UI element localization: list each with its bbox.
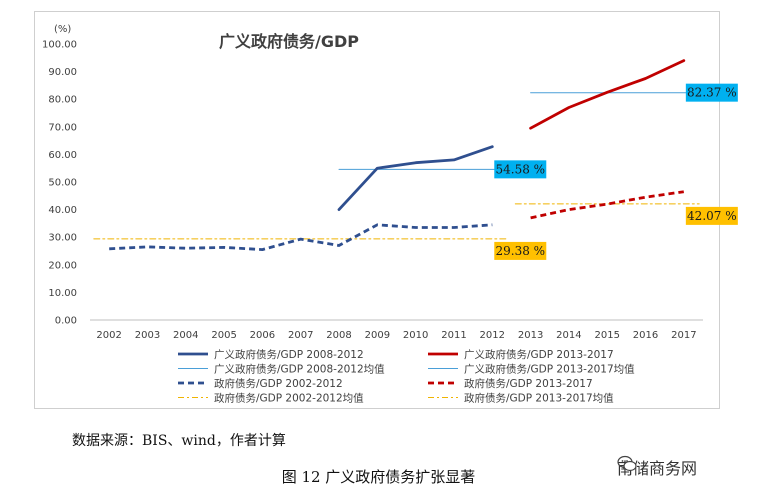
y-tick-label: 60.00: [48, 150, 77, 161]
x-tick-label: 2015: [594, 330, 619, 341]
y-axis-unit-label: (%): [54, 24, 71, 35]
annotation-box: [494, 160, 547, 179]
x-tick-label: 2002: [96, 330, 121, 341]
annotation-box: [685, 206, 738, 225]
x-tick-label: 2013: [518, 330, 543, 341]
x-tick-label: 2005: [211, 330, 236, 341]
watermark-text: 南储商务网: [617, 459, 698, 478]
legend-label: 政府债务/GDP 2002-2012均值: [214, 392, 364, 405]
x-tick-label: 2012: [480, 330, 505, 341]
x-tick-label: 2009: [365, 330, 390, 341]
x-tick-label: 2010: [403, 330, 428, 341]
legend-label: 广义政府债务/GDP 2013-2017均值: [464, 363, 635, 376]
x-tick-label: 2003: [135, 330, 160, 341]
annotation-label: 42.07 %: [687, 209, 737, 223]
annotation-label: 29.38 %: [495, 244, 545, 258]
y-tick-label: 10.00: [48, 288, 77, 299]
series-line: [109, 223, 493, 252]
watermark: 南储商务网: [617, 455, 697, 479]
x-tick-label: 2011: [441, 330, 466, 341]
legend-label: 广义政府债务/GDP 2008-2012均值: [214, 363, 385, 376]
figure-caption: 图 12 广义政府债务扩张显著: [281, 468, 476, 486]
annotation-box: [685, 83, 738, 102]
x-tick-label: 2014: [556, 330, 581, 341]
y-tick-label: 70.00: [48, 122, 77, 133]
annotation-label: 82.37 %: [687, 86, 737, 100]
chart-title: 广义政府债务/GDP: [219, 32, 359, 51]
y-tick-label: 0.00: [55, 316, 77, 327]
annotation-box: [494, 241, 547, 260]
x-tick-label: 2016: [633, 330, 658, 341]
y-tick-label: 50.00: [48, 178, 77, 189]
legend-label: 政府债务/GDP 2013-2017: [464, 377, 593, 390]
chart-frame: [34, 11, 720, 409]
annotation-label: 54.58 %: [495, 162, 545, 176]
x-tick-label: 2017: [671, 330, 696, 341]
legend-label: 政府债务/GDP 2013-2017均值: [464, 392, 614, 405]
series-line: [530, 190, 684, 220]
y-tick-label: 100.00: [42, 40, 77, 51]
chart: 广义政府债务/GDP (%) 0.00 10.00 20.00 30.00 40.00 50.…: [42, 24, 738, 405]
x-tick-label: 2008: [326, 330, 351, 341]
y-tick-label: 30.00: [48, 233, 77, 244]
y-tick-label: 80.00: [48, 95, 77, 106]
legend-label: 政府债务/GDP 2002-2012: [214, 377, 343, 390]
y-tick-label: 90.00: [48, 67, 77, 78]
x-tick-label: 2007: [288, 330, 313, 341]
legend-label: 广义政府债务/GDP 2008-2012: [214, 348, 364, 361]
y-tick-label: 40.00: [48, 205, 77, 216]
x-tick-label: 2004: [173, 330, 198, 341]
wechat-icon: [617, 455, 637, 472]
series-line: [529, 59, 686, 130]
data-source-note: 数据来源：BIS、wind，作者计算: [72, 433, 286, 449]
series-line: [337, 145, 494, 212]
legend-label: 广义政府债务/GDP 2013-2017: [464, 348, 614, 361]
y-tick-label: 20.00: [48, 260, 77, 271]
x-tick-label: 2006: [250, 330, 275, 341]
